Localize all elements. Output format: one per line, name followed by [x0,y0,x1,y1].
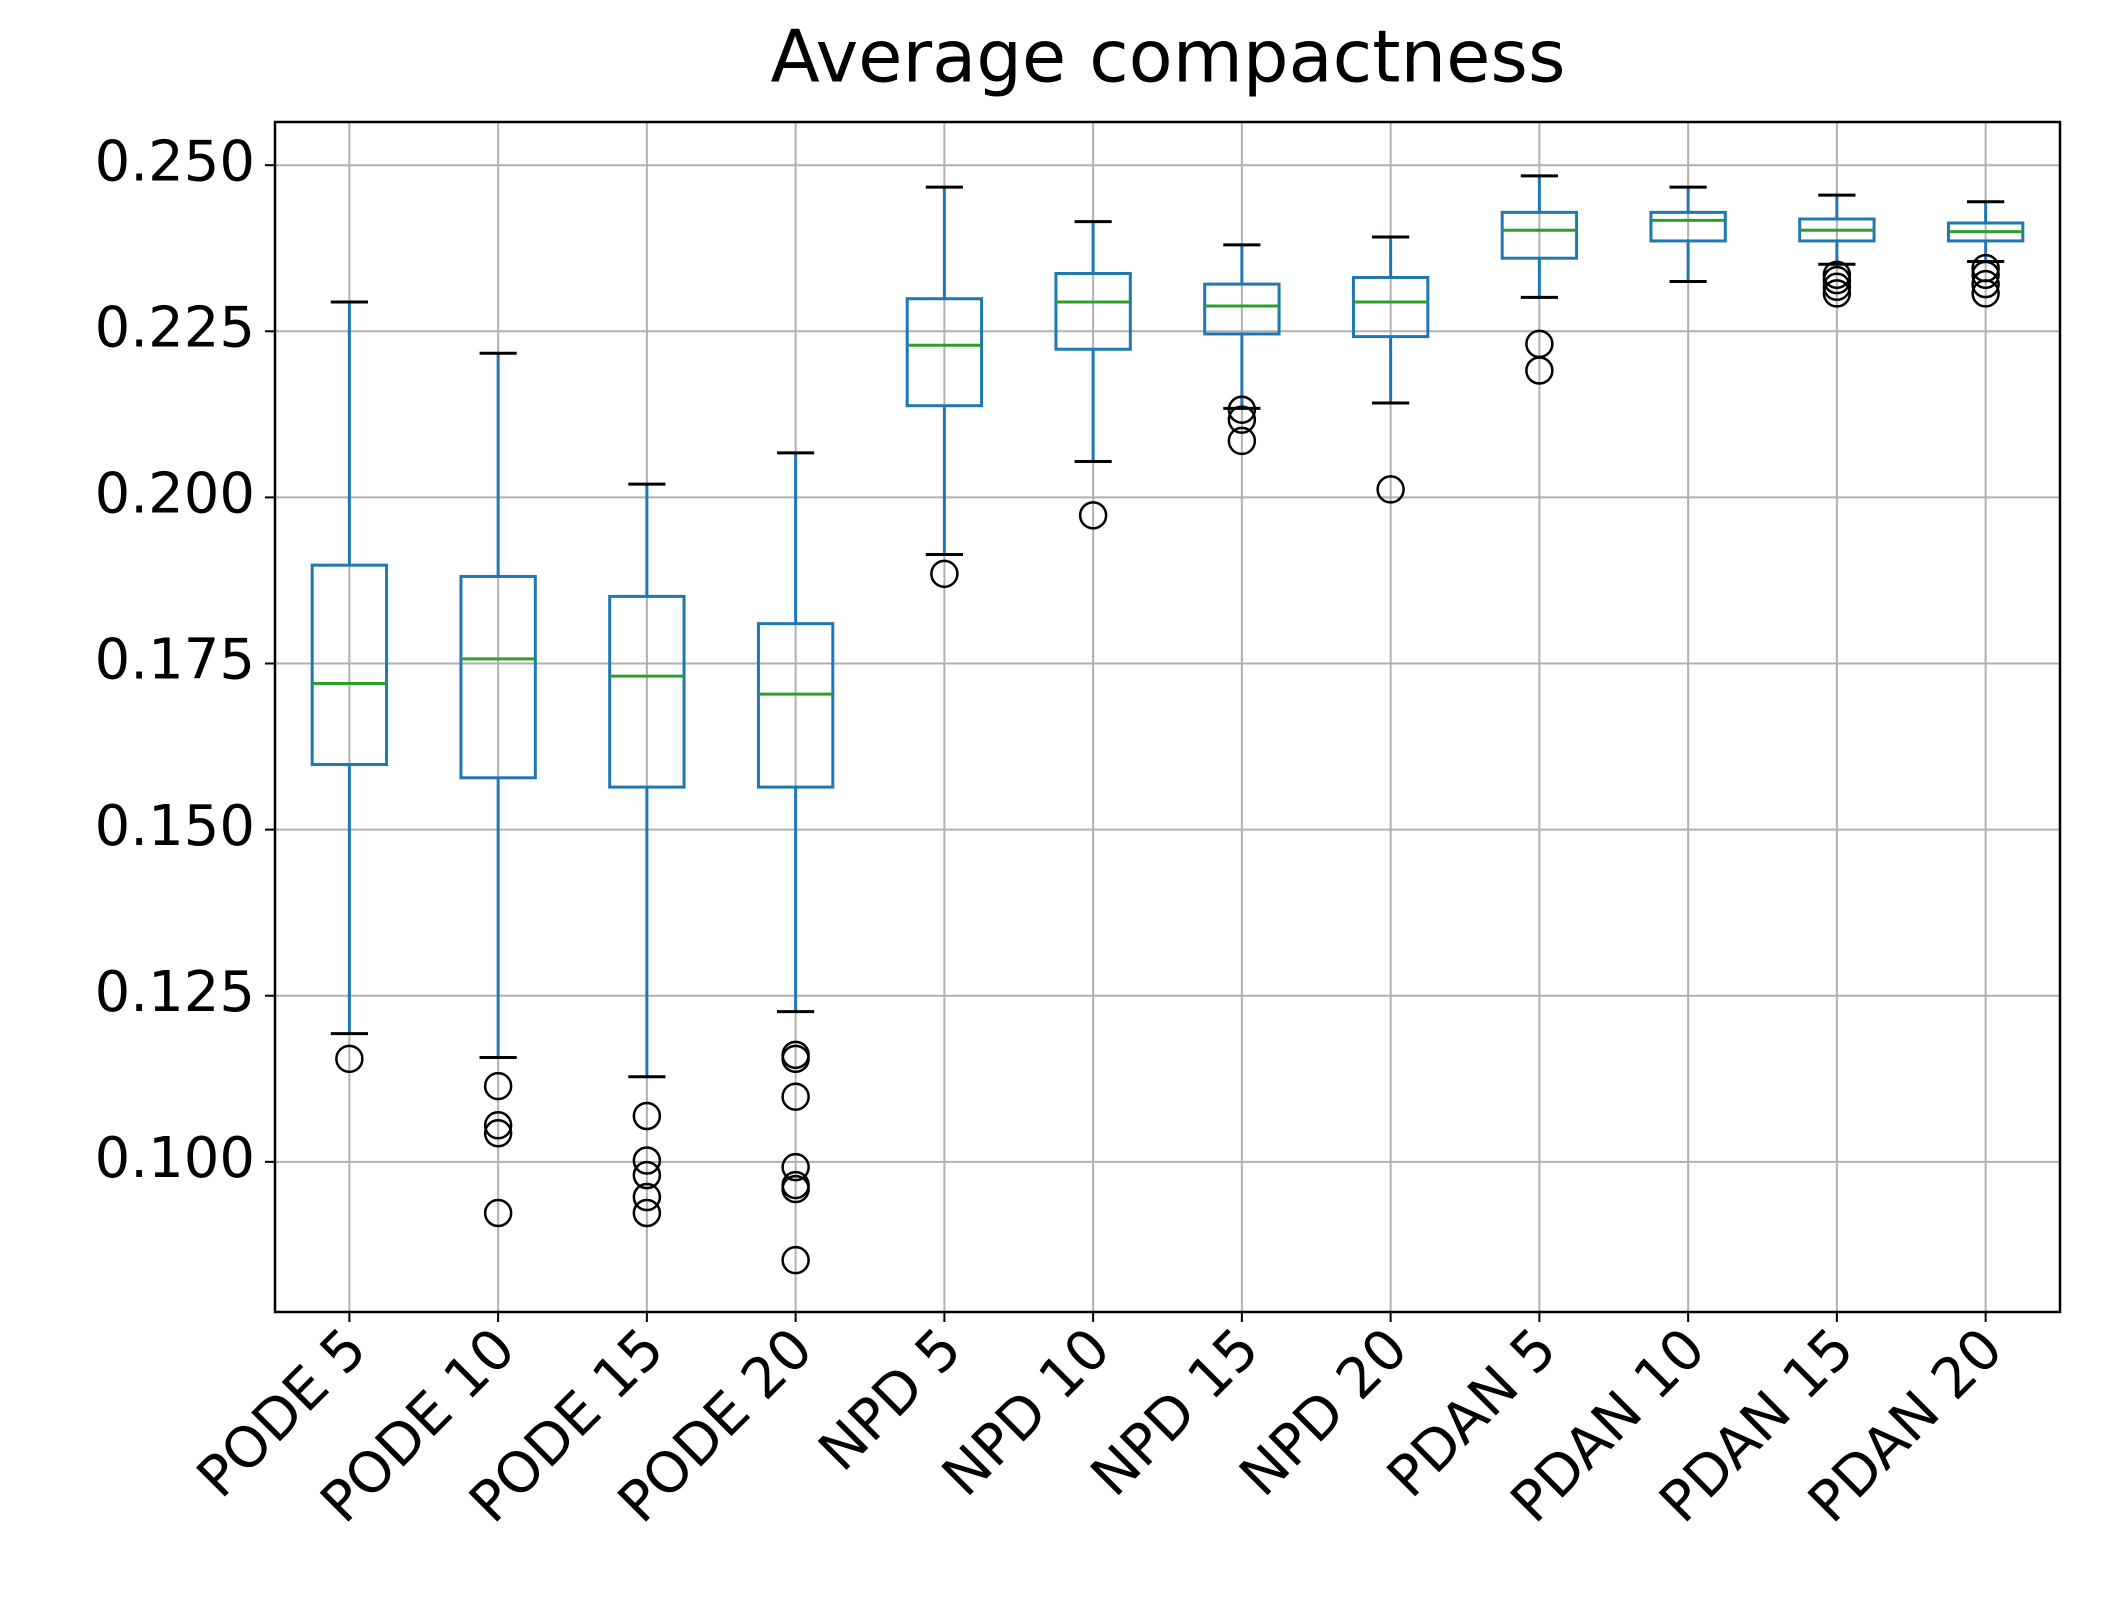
flier [1227,395,1257,424]
x-tick-label: NPD 15 [1079,1316,1272,1509]
flier [632,1146,662,1175]
flier [781,1245,810,1275]
box [1500,210,1579,260]
flier [1227,405,1257,434]
flier [632,1182,662,1212]
y-tick-label: 0.225 [95,295,255,360]
box [1203,282,1281,336]
box [310,563,389,767]
flier [781,1082,810,1111]
flier [335,1044,364,1074]
flier [1822,272,1852,302]
flier [632,1101,662,1131]
box [459,574,537,780]
y-tick-label: 0.175 [95,628,255,693]
flier [930,559,959,589]
flier [1971,260,2000,290]
flier [781,1044,810,1074]
y-tick-label: 0.125 [95,960,255,1025]
x-tick-label: NPD 10 [930,1316,1123,1509]
flier [1971,279,2000,308]
flier [1525,356,1554,385]
flier [1971,269,2000,299]
flier [483,1071,513,1101]
flier [781,1174,810,1204]
y-tick-label: 0.250 [95,129,255,194]
flier [1227,426,1257,456]
box [1054,271,1132,351]
flier [483,1111,513,1140]
flier [1376,475,1405,504]
flier [1822,279,1852,308]
box [905,297,984,408]
plot-frame [273,120,2062,1314]
box [608,594,686,789]
flier [1822,265,1852,295]
box [756,622,835,789]
y-tick-label: 0.150 [95,794,255,859]
flier [632,1198,662,1228]
flier [632,1160,662,1190]
flier [1078,501,1108,530]
box [1351,275,1430,339]
y-tick-label: 0.100 [95,1126,255,1191]
box [1649,210,1727,243]
chart-title: Average compactness [771,15,1566,99]
y-tick-label: 0.200 [95,462,255,527]
flier [483,1119,513,1148]
flier [483,1198,513,1228]
flier [781,1152,810,1182]
